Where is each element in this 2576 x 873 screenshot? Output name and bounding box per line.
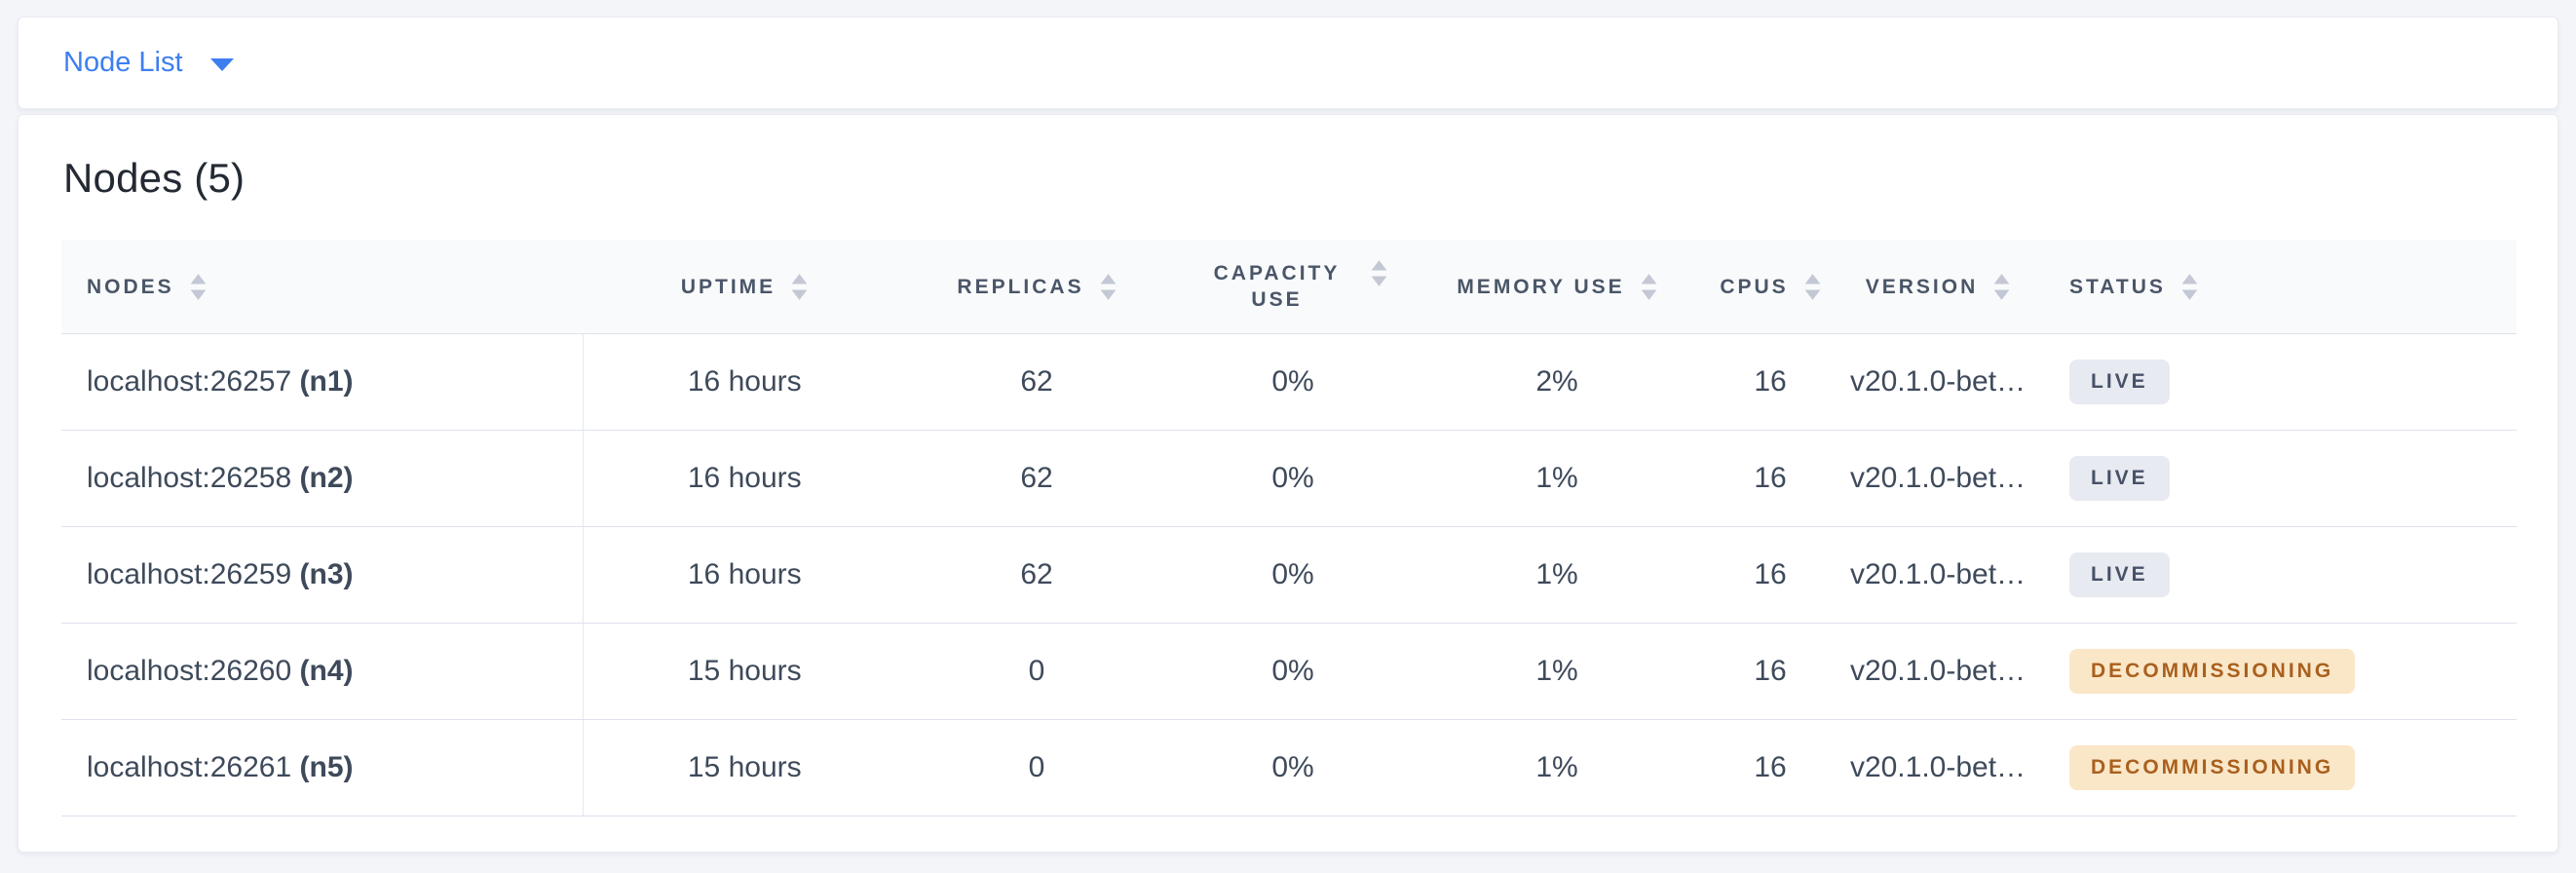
cell-replicas: 62 [906,430,1167,527]
cell-status: DECOMMISSIONING [2030,623,2517,720]
table-header-row: NODES UPTIME REPLICAS CAPACITY USE MEMORY US… [61,240,2517,334]
cell-capacity_use: 0% [1167,333,1419,431]
cell-version: v20.1.0-bet… [1845,430,2030,527]
column-header-version[interactable]: VERSION [1845,240,2030,334]
column-header-capacity_use[interactable]: CAPACITY USE [1167,240,1419,334]
sort-arrows-icon [2181,273,2198,300]
node-address: localhost:26258 [87,462,292,494]
sort-arrows-icon [1993,273,2010,300]
node-address: localhost:26260 [87,655,292,687]
caret-down-icon [209,58,234,71]
sort-arrows-icon [1100,273,1116,300]
node-id: (n2) [299,462,354,494]
sort-arrows-icon [190,273,207,300]
column-label-version: VERSION [1865,275,1979,298]
table-header: NODES UPTIME REPLICAS CAPACITY USE MEMORY US… [61,240,2517,334]
cell-replicas: 62 [906,526,1167,624]
status-badge: LIVE [2069,456,2170,501]
table-row[interactable]: localhost:26261 (n5) 15 hours 0 0% 1% 16 v20.1… [61,719,2517,816]
cell-version: v20.1.0-bet… [1845,719,2030,816]
cell-memory_use: 1% [1419,430,1695,527]
panel-title: Nodes (5) [63,155,246,201]
sort-arrows-icon [791,273,808,300]
cell-uptime: 15 hours [583,719,906,816]
cell-replicas: 0 [906,719,1167,816]
view-selector-bar: Node List [18,17,2558,109]
cell-memory_use: 1% [1419,623,1695,720]
status-badge: DECOMMISSIONING [2069,649,2356,694]
node-address: localhost:26261 [87,751,292,783]
cell-cpus: 16 [1695,623,1845,720]
cell-status: LIVE [2030,333,2517,431]
sort-arrows-icon [1804,273,1821,300]
cell-uptime: 16 hours [583,526,906,624]
cell-cpus: 16 [1695,526,1845,624]
cell-status: DECOMMISSIONING [2030,719,2517,816]
cell-capacity_use: 0% [1167,623,1419,720]
sort-arrows-icon [1641,273,1657,300]
cell-nodes[interactable]: localhost:26259 (n3) [61,526,584,624]
column-header-replicas[interactable]: REPLICAS [906,240,1167,334]
cell-capacity_use: 0% [1167,719,1419,816]
status-badge: DECOMMISSIONING [2069,745,2356,790]
cell-uptime: 15 hours [583,623,906,720]
column-label-capacity_use: CAPACITY USE [1213,262,1341,311]
node-id: (n5) [299,751,354,783]
cell-nodes[interactable]: localhost:26258 (n2) [61,430,584,527]
cell-memory_use: 1% [1419,719,1695,816]
column-label-cpus: CPUS [1720,275,1789,298]
sort-arrows-icon [1371,260,1386,286]
table-row[interactable]: localhost:26259 (n3) 16 hours 62 0% 1% 16 v20.… [61,526,2517,624]
table-row[interactable]: localhost:26258 (n2) 16 hours 62 0% 1% 16 v20.… [61,430,2517,527]
column-header-uptime[interactable]: UPTIME [583,240,906,334]
cell-version: v20.1.0-bet… [1845,333,2030,431]
view-dropdown-label: Node List [63,47,183,78]
cell-cpus: 16 [1695,333,1845,431]
cell-status: LIVE [2030,430,2517,527]
cell-cpus: 16 [1695,719,1845,816]
cell-cpus: 16 [1695,430,1845,527]
table-row[interactable]: localhost:26260 (n4) 15 hours 0 0% 1% 16 v20.1… [61,623,2517,720]
column-label-nodes: NODES [87,275,174,298]
column-label-status: STATUS [2069,275,2166,298]
cell-uptime: 16 hours [583,333,906,431]
cell-version: v20.1.0-bet… [1845,526,2030,624]
column-header-nodes[interactable]: NODES [61,240,583,334]
status-badge: LIVE [2069,360,2170,404]
cell-memory_use: 2% [1419,333,1695,431]
cell-status: LIVE [2030,526,2517,624]
node-id: (n3) [299,558,354,590]
cell-uptime: 16 hours [583,430,906,527]
column-header-cpus[interactable]: CPUS [1695,240,1845,334]
cell-capacity_use: 0% [1167,430,1419,527]
status-badge: LIVE [2069,552,2170,597]
node-id: (n1) [299,365,354,398]
cell-replicas: 0 [906,623,1167,720]
cell-nodes[interactable]: localhost:26261 (n5) [61,719,584,816]
column-label-uptime: UPTIME [680,275,777,298]
nodes-panel: Nodes (5) NODES UPTIME REPLICAS CAPACITY US… [18,114,2558,853]
column-label-memory_use: MEMORY USE [1457,275,1625,298]
column-label-replicas: REPLICAS [957,275,1084,298]
view-dropdown[interactable]: Node List [63,47,234,79]
cell-capacity_use: 0% [1167,526,1419,624]
nodes-table: NODES UPTIME REPLICAS CAPACITY USE MEMORY US… [61,240,2517,816]
cell-replicas: 62 [906,333,1167,431]
node-address: localhost:26257 [87,365,292,398]
cell-memory_use: 1% [1419,526,1695,624]
table-body: localhost:26257 (n1) 16 hours 62 0% 2% 16 v20.… [61,333,2517,816]
column-header-status[interactable]: STATUS [2030,240,2517,334]
cell-version: v20.1.0-bet… [1845,623,2030,720]
cell-nodes[interactable]: localhost:26260 (n4) [61,623,584,720]
node-id: (n4) [299,655,354,687]
cell-nodes[interactable]: localhost:26257 (n1) [61,333,584,431]
table-row[interactable]: localhost:26257 (n1) 16 hours 62 0% 2% 16 v20.… [61,333,2517,431]
column-header-memory_use[interactable]: MEMORY USE [1419,240,1695,334]
node-address: localhost:26259 [87,558,292,590]
